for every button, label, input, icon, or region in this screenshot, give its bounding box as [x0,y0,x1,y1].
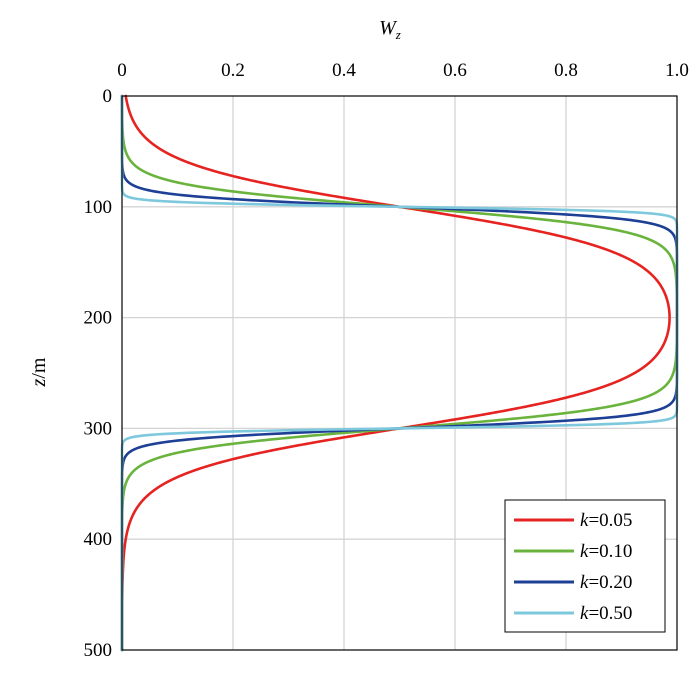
x-axis-title-sub: z [395,27,401,42]
x-axis-title-main: W [379,17,398,39]
plot-frame [121,95,678,651]
x-tick-label: 0.8 [554,60,578,81]
y-axis-title: z/m [28,357,50,387]
x-tick-label: 1.0 [665,60,689,81]
x-tick-label: 0 [117,60,127,81]
y-axis-title-suffix: /m [28,357,50,379]
y-tick-label: 200 [84,308,113,329]
x-tick-labels: 0 0.2 0.4 0.6 0.8 1.0 [117,60,689,81]
x-tick-label: 0.4 [332,60,356,81]
y-tick-label: 500 [84,640,113,661]
legend-label-k=0.05: k=0.05 [580,510,632,531]
y-tick-label: 400 [84,529,113,550]
legend-label-k=0.50: k=0.50 [580,603,632,624]
x-tick-label: 0.6 [443,60,467,81]
series-line-k=0.05 [120,94,671,652]
legend-label-k=0.20: k=0.20 [580,572,632,593]
y-axis-title-main: z [28,378,50,387]
y-tick-label: 100 [84,197,113,218]
legend-label-k=0.10: k=0.10 [580,541,632,562]
legend: k=0.05 k=0.10 k=0.20 k=0.50 [504,499,666,633]
x-tick-label: 0.2 [221,60,245,81]
y-tick-label: 0 [103,86,113,107]
x-axis-title: Wz [379,17,401,42]
y-tick-label: 300 [84,418,113,439]
legend-box [504,499,666,633]
y-tick-labels: 0 100 200 300 400 500 [84,86,113,661]
